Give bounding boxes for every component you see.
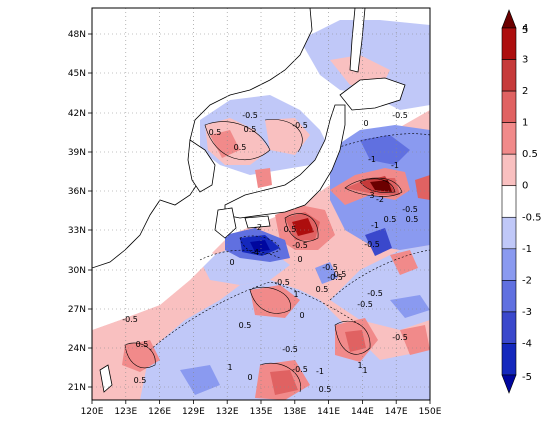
colorbar-label: 0.5 — [522, 149, 538, 160]
contour-label: -0.5 — [392, 111, 408, 120]
x-tick-label: 132E — [216, 407, 239, 417]
contour-label: -4 — [251, 248, 259, 257]
contour-label: 0.5 — [234, 143, 247, 152]
x-tick-label: 147E — [385, 407, 408, 417]
contour-label: -1 — [316, 367, 324, 376]
colorbar-label: -2 — [522, 275, 532, 286]
colorbar-top-arrow — [501, 9, 517, 29]
y-tick-label: 39N — [68, 148, 86, 158]
y-tick-label: 33N — [68, 226, 86, 236]
contour-label: 0.5 — [316, 285, 329, 294]
colorbar-label: -1 — [522, 244, 532, 255]
contour-label: -0.5 — [292, 121, 308, 130]
colorbar-segment — [501, 27, 517, 60]
y-tick-label: 36N — [68, 187, 86, 197]
y-axis: 48N 45N 42N 39N 36N 33N 30N 27N 24N 21N — [68, 30, 92, 393]
contour-label: -0.5 — [364, 240, 380, 249]
contour-label: 0.5 — [406, 215, 419, 224]
contour-label: -0.5 — [327, 273, 343, 282]
contour-label: -2 — [376, 195, 384, 204]
x-tick-label: 135E — [250, 407, 273, 417]
contour-label: 1 — [293, 290, 298, 299]
colorbar-segment — [501, 59, 517, 92]
x-tick-label: 126E — [148, 407, 171, 417]
colorbar-segment — [501, 343, 517, 376]
colorbar-segment — [501, 280, 517, 313]
contour-label: 1 — [362, 366, 367, 375]
x-tick-label: 120E — [81, 407, 104, 417]
contour-label: -0.5 — [402, 205, 418, 214]
colorbar-label: -4 — [522, 338, 532, 349]
y-tick-label: 21N — [68, 383, 86, 393]
x-tick-label: 123E — [114, 407, 137, 417]
contour-label: -1 — [368, 155, 376, 164]
x-axis: 120E 123E 126E 129E 132E 135E 138E 141E 144E 147E… — [81, 400, 442, 417]
y-tick-label: 45N — [68, 69, 86, 79]
contour-label: -0.5 — [322, 263, 338, 272]
contour-label: 0 — [363, 119, 368, 128]
x-tick-label: 144E — [351, 407, 374, 417]
contour-label: 0.5 — [136, 340, 149, 349]
colorbar-segment — [501, 248, 517, 281]
contour-label: 0.5 — [319, 385, 332, 394]
contour-label: 1 — [357, 361, 362, 370]
x-tick-label: 141E — [317, 407, 340, 417]
colorbar-segment — [501, 216, 517, 250]
contour-label: 0 — [229, 258, 234, 267]
contour-label: 0.5 — [239, 321, 252, 330]
contour-label: -1 — [371, 221, 379, 230]
colorbar-segment — [501, 90, 517, 123]
contour-labels: 0.50.5-0.5-0.50.50-1-0.5-1-2-0.50.5-230.… — [122, 111, 418, 394]
contour-label: -1 — [391, 161, 399, 170]
y-tick-label: 48N — [68, 30, 86, 40]
colorbar-label: 4 — [522, 23, 528, 34]
colorbar-label: 1 — [522, 118, 528, 129]
colorbar-label: 2 — [522, 86, 528, 97]
colorbar-segment — [501, 122, 517, 155]
contour-label: -0.5 — [274, 278, 290, 287]
contour-label: -0.5 — [367, 289, 383, 298]
colorbar-label: 5 — [522, 25, 528, 36]
y-tick-label: 27N — [68, 305, 86, 315]
contour-label: -0.5 — [292, 241, 308, 250]
anomaly-field — [92, 20, 430, 400]
colorbar-label: -0.5 — [522, 212, 542, 223]
colorbar-bottom-arrow — [501, 374, 517, 394]
colorbar-label: 3 — [522, 55, 528, 66]
contour-label: 0.5 — [134, 376, 147, 385]
contour-label: -0.5 — [392, 333, 408, 342]
contour-label: -0.5 — [357, 300, 373, 309]
contour-label: 0 — [297, 255, 302, 264]
contour-label: -0.5 — [242, 111, 258, 120]
graticule — [92, 8, 430, 400]
contour-label: 3 — [369, 191, 374, 200]
contour-label: -2 — [254, 223, 262, 232]
contour-label: 0.5 — [284, 225, 297, 234]
colorbar-label: -3 — [522, 307, 532, 318]
contour-label: 0.5 — [244, 125, 257, 134]
colorbar-label: 0 — [522, 181, 528, 192]
contour-label: 1 — [227, 363, 232, 372]
colorbar-label: -5 — [522, 372, 532, 383]
y-tick-label: 24N — [68, 344, 86, 354]
x-tick-label: 129E — [182, 407, 205, 417]
x-tick-label: 150E — [419, 407, 442, 417]
colorbar-segment — [501, 153, 517, 187]
contour-label: 0.5 — [384, 215, 397, 224]
contour-label: 0.5 — [209, 128, 222, 137]
x-tick-label: 138E — [283, 407, 306, 417]
contour-label: 0.5 — [334, 270, 347, 279]
y-tick-label: 42N — [68, 109, 86, 119]
contour-label: -0.5 — [282, 345, 298, 354]
y-tick-label: 30N — [68, 266, 86, 276]
contour-label: -0.5 — [122, 315, 138, 324]
colorbar-segment — [501, 311, 517, 344]
colorbar: 54 3 2 1 0.5 0 -0.5 -1 -2 -3 -4 -5 — [501, 9, 542, 394]
contour-label: 0 — [299, 311, 304, 320]
colorbar-segment — [501, 185, 517, 218]
contour-label: -0.5 — [292, 365, 308, 374]
contour-label: 0 — [247, 373, 252, 382]
